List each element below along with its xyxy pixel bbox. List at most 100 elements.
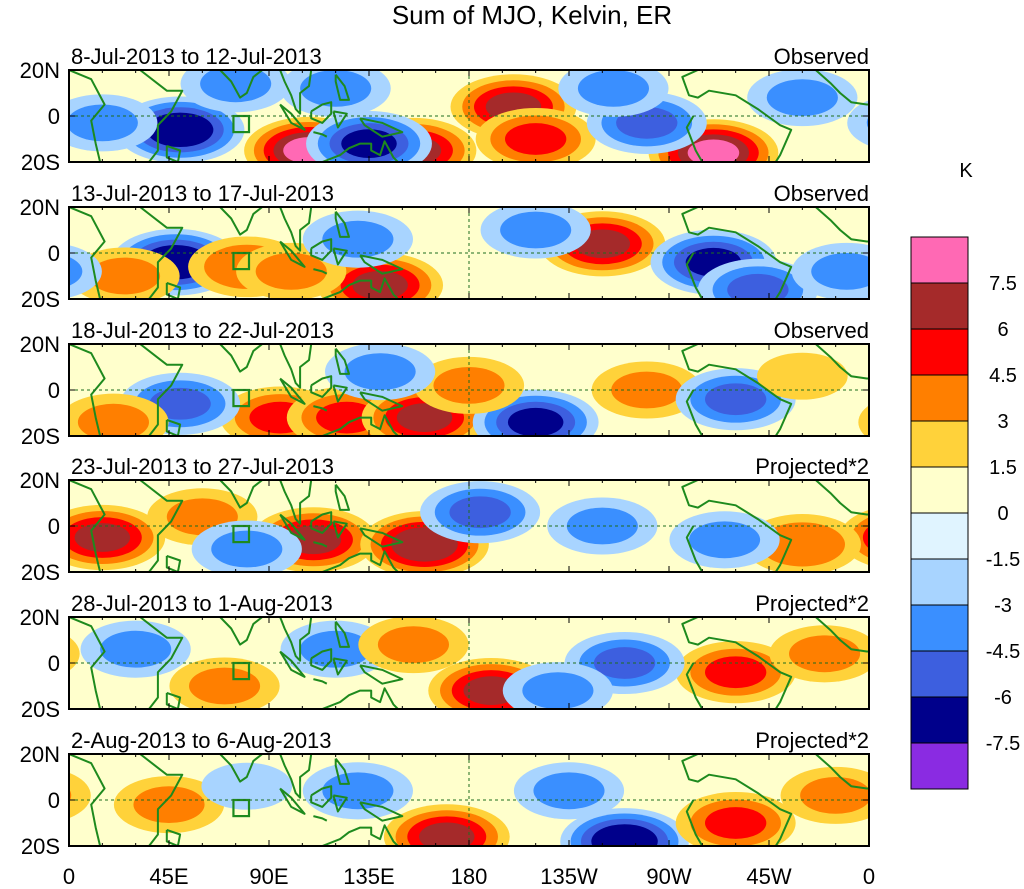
chart-title: Sum of MJO, Kelvin, ER xyxy=(392,0,672,30)
coastline xyxy=(332,657,348,676)
contour-level xyxy=(789,635,861,673)
anomaly-blob xyxy=(69,94,869,152)
anomaly-blob xyxy=(325,344,436,401)
coastline xyxy=(279,754,313,799)
coastline xyxy=(310,648,333,671)
coastline xyxy=(219,70,263,99)
x-tick-label: 180 xyxy=(451,864,488,889)
coastline xyxy=(359,117,404,138)
contour-level xyxy=(705,807,767,839)
anomaly-blob xyxy=(513,762,625,820)
coastline xyxy=(310,511,333,534)
coastline xyxy=(685,115,704,162)
coastline xyxy=(685,799,704,846)
anomaly-blob xyxy=(747,70,858,127)
coastline xyxy=(815,70,869,106)
coastline xyxy=(815,617,869,653)
coastline xyxy=(310,785,333,808)
coastline xyxy=(334,620,350,648)
colorbar-label: -7.5 xyxy=(986,733,1020,755)
y-tick-label: 20S xyxy=(21,560,60,585)
contour-level xyxy=(316,401,378,434)
coastline xyxy=(139,754,184,846)
contour-level-wrap xyxy=(866,116,869,130)
coastline xyxy=(69,207,106,299)
colorbar-label: -3 xyxy=(994,595,1012,617)
coastline xyxy=(815,480,869,516)
contour-level xyxy=(300,630,372,668)
contour-level xyxy=(689,521,761,559)
contour-level-wrap xyxy=(69,245,102,298)
y-tick-label: 20N xyxy=(20,605,60,630)
contour-level-wrap xyxy=(69,789,72,802)
colorbar-swatch xyxy=(910,512,969,560)
contour-level xyxy=(149,387,211,420)
coastline xyxy=(279,513,306,541)
contour-level xyxy=(146,112,214,148)
coastline xyxy=(139,70,184,162)
coastline xyxy=(219,617,263,646)
contour-level xyxy=(433,367,505,404)
coastline xyxy=(165,554,182,572)
contour-level xyxy=(687,139,740,162)
anomaly-blob xyxy=(675,368,796,431)
contour-level xyxy=(757,352,848,400)
coastline xyxy=(334,347,350,375)
coastline xyxy=(681,754,793,846)
x-tick-label: 135W xyxy=(540,864,598,889)
contour-level xyxy=(377,626,450,663)
panel-3: 20N 0 20S 18-Jul-2013 to 22-Jul-2013 Observe… xyxy=(20,318,870,449)
coastline xyxy=(219,754,263,783)
coastline xyxy=(334,210,350,238)
colorbar-label: -1.5 xyxy=(986,549,1020,571)
colorbar-swatch xyxy=(910,604,969,652)
anomaly-blob xyxy=(480,207,591,259)
panel-label: Observed xyxy=(774,44,869,69)
anomaly-blob xyxy=(280,70,391,117)
anomaly-blob xyxy=(757,352,848,400)
panel-period: 13-Jul-2013 to 17-Jul-2013 xyxy=(71,181,334,206)
panel-label: Observed xyxy=(774,181,869,206)
coastlines xyxy=(69,70,869,162)
anomaly-blob xyxy=(69,242,869,299)
contour-level xyxy=(505,123,567,155)
coastline xyxy=(359,801,404,822)
coastline xyxy=(69,344,106,436)
contour-level xyxy=(300,70,372,107)
y-tick-label: 20S xyxy=(21,424,60,449)
coastline xyxy=(332,520,348,539)
contour-level xyxy=(133,786,205,823)
colorbar-label: -4.5 xyxy=(986,641,1020,663)
anomaly-blob xyxy=(420,481,541,544)
coastline xyxy=(334,483,350,511)
coastline xyxy=(815,754,869,790)
coastline xyxy=(310,375,333,398)
contour-level-wrap xyxy=(69,636,80,671)
panel-period: 23-Jul-2013 to 27-Jul-2013 xyxy=(71,454,334,479)
panel-4: 20N 0 20S 23-Jul-2013 to 27-Jul-2013 Project… xyxy=(20,454,870,585)
colorbar-label: 0 xyxy=(997,503,1008,525)
x-tick-label: 0 xyxy=(863,864,875,889)
contour-level xyxy=(705,656,767,689)
contour-level xyxy=(89,257,161,295)
contour-level xyxy=(522,672,594,709)
panel-label: Projected*2 xyxy=(755,728,869,753)
coastline xyxy=(681,617,793,709)
panel-period: 2-Aug-2013 to 6-Aug-2013 xyxy=(71,728,332,753)
contour-level xyxy=(591,824,658,846)
coastline xyxy=(681,344,793,436)
y-tick-label: 20S xyxy=(21,287,60,312)
coastline xyxy=(139,207,184,299)
coastline xyxy=(321,824,399,846)
x-axis: 0 45E 90E 135E 180 135W 90W 45W 0 xyxy=(63,864,875,889)
contour-level xyxy=(344,353,416,390)
coastline xyxy=(279,377,306,405)
y-tick-label: 20N xyxy=(20,332,60,357)
x-tick-label: 90E xyxy=(249,864,288,889)
coastline xyxy=(685,662,704,709)
coastline xyxy=(332,384,348,403)
panel-period: 8-Jul-2013 to 12-Jul-2013 xyxy=(71,44,322,69)
y-tick-label: 20N xyxy=(20,195,60,220)
coastline xyxy=(69,617,106,709)
